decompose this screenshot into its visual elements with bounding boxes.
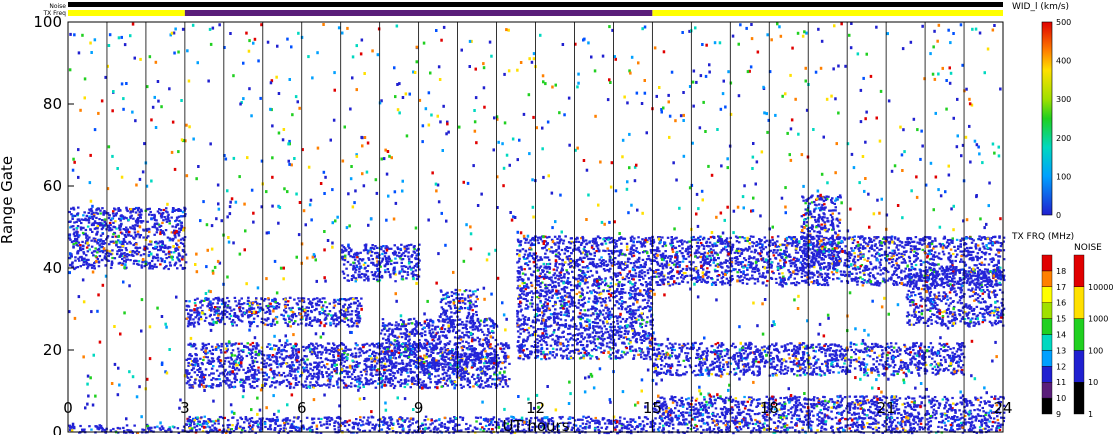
width-colorbar-tick: 200 <box>1056 134 1071 143</box>
txfreq-segment-0 <box>68 10 185 16</box>
y-axis-label: Range Gate <box>0 156 16 244</box>
width-colorbar-gradient <box>1041 21 1053 216</box>
x-axis-label: UT hours <box>502 417 569 435</box>
txfreq-colorbar-cell <box>1041 350 1053 367</box>
txfreq-colorbar-cell <box>1041 286 1053 303</box>
width-colorbar-tick: 300 <box>1056 95 1071 104</box>
txfreq-colorbar-cell <box>1041 397 1053 415</box>
txfreq-colorbar-tick: 14 <box>1056 331 1066 340</box>
echo-band-13 <box>800 194 842 271</box>
width-colorbar-label: WID_l (km/s) <box>1012 2 1069 12</box>
y-tick-label: 0 <box>52 423 62 435</box>
txfreq-colorbar-cell <box>1041 318 1053 335</box>
y-tick-label: 60 <box>43 177 62 195</box>
noise-colorbar-tick: 1000 <box>1088 315 1108 324</box>
txfreq-colorbar-tick: 11 <box>1056 378 1066 387</box>
width-colorbar-tick: 100 <box>1056 172 1071 181</box>
noise-colorbar-tick: 100 <box>1088 346 1103 355</box>
txfreq-colorbar-label: TX FRQ (MHz) <box>1011 232 1074 242</box>
txfreq-colorbar-cell <box>1041 302 1053 319</box>
sparse-echoes <box>68 22 1002 432</box>
plot-area: 0 3 6 9 12 15 18 21 24 0 20 40 60 80 100 <box>33 13 1012 435</box>
noise-colorbar-tick: 10000 <box>1088 283 1113 292</box>
echo-band-8 <box>516 235 655 361</box>
width-colorbar: WID_l (km/s) 0 100 200 300 400 500 <box>1012 2 1071 220</box>
x-tick-label: 18 <box>760 399 779 417</box>
echo-band-6 <box>379 317 499 373</box>
txfreq-colorbar-tick: 10 <box>1056 394 1066 403</box>
noise-colorbar-tick: 10 <box>1088 378 1098 387</box>
noise-colorbar-label: NOISE <box>1074 243 1102 253</box>
noise-colorbar: NOISE 1 10 100 1000 10000 <box>1073 243 1113 419</box>
noise-colorbar-cell <box>1073 286 1085 319</box>
x-tick-label: 3 <box>180 399 190 417</box>
x-tick-label: 24 <box>993 399 1012 417</box>
echo-band-10 <box>652 341 966 377</box>
txfreq-colorbar-cell <box>1041 334 1053 351</box>
top-status-bars: Noise TX Freq <box>42 2 1003 17</box>
width-colorbar-tick: 400 <box>1056 57 1071 66</box>
y-tick-label: 100 <box>33 13 62 31</box>
txfreq-colorbar-cell <box>1041 366 1053 383</box>
txfreq-bar-label: TX Freq <box>42 10 66 17</box>
txfreq-colorbar-cell <box>1041 382 1053 399</box>
txfreq-colorbar-tick: 9 <box>1056 410 1061 419</box>
scatter-data <box>68 22 1006 435</box>
txfreq-colorbar-tick: 16 <box>1056 299 1066 308</box>
x-axis-ticks: 0 3 6 9 12 15 18 21 24 <box>63 399 1013 432</box>
noise-colorbar-cell <box>1073 350 1085 383</box>
y-tick-label: 20 <box>43 341 62 359</box>
txfreq-colorbar-tick: 13 <box>1056 346 1066 355</box>
txfreq-segment-1 <box>184 10 653 16</box>
txfreq-colorbar-cell <box>1041 270 1053 287</box>
noise-colorbar-cell <box>1073 318 1085 351</box>
y-tick-label: 80 <box>43 95 62 113</box>
txfreq-colorbar-cell <box>1041 254 1053 272</box>
txfreq-colorbar-tick: 18 <box>1056 267 1066 276</box>
hour-grid <box>106 22 965 432</box>
echo-band-5 <box>184 341 511 390</box>
txfreq-colorbar-tick: 12 <box>1056 362 1066 371</box>
txfreq-segment-2 <box>652 10 1003 16</box>
txfreq-bar <box>68 10 1003 16</box>
noise-bar-label: Noise <box>49 3 66 10</box>
noise-colorbar-tick: 1 <box>1088 410 1093 419</box>
x-tick-label: 21 <box>877 399 896 417</box>
x-tick-label: 12 <box>526 399 545 417</box>
y-tick-label: 40 <box>43 259 62 277</box>
x-tick-label: 6 <box>297 399 307 417</box>
y-axis-ticks: 0 20 40 60 80 100 <box>33 13 74 435</box>
x-tick-label: 0 <box>63 399 73 417</box>
echo-band-12 <box>905 268 1006 328</box>
noise-bar <box>68 2 1003 7</box>
txfreq-colorbar-tick: 15 <box>1056 315 1066 324</box>
width-colorbar-tick: 500 <box>1056 18 1071 27</box>
txfreq-colorbar-tick: 17 <box>1056 283 1066 292</box>
noise-colorbar-cell <box>1073 254 1085 287</box>
width-colorbar-tick: 0 <box>1056 211 1061 220</box>
noise-colorbar-cell <box>1073 382 1085 415</box>
x-tick-label: 9 <box>414 399 424 417</box>
txfreq-colorbar: TX FRQ (MHz) 9 10 11 12 13 14 15 16 17 18 <box>1011 232 1074 419</box>
echo-band-11 <box>652 395 1006 418</box>
x-tick-label: 15 <box>643 399 662 417</box>
echo-band-9 <box>652 235 1006 287</box>
